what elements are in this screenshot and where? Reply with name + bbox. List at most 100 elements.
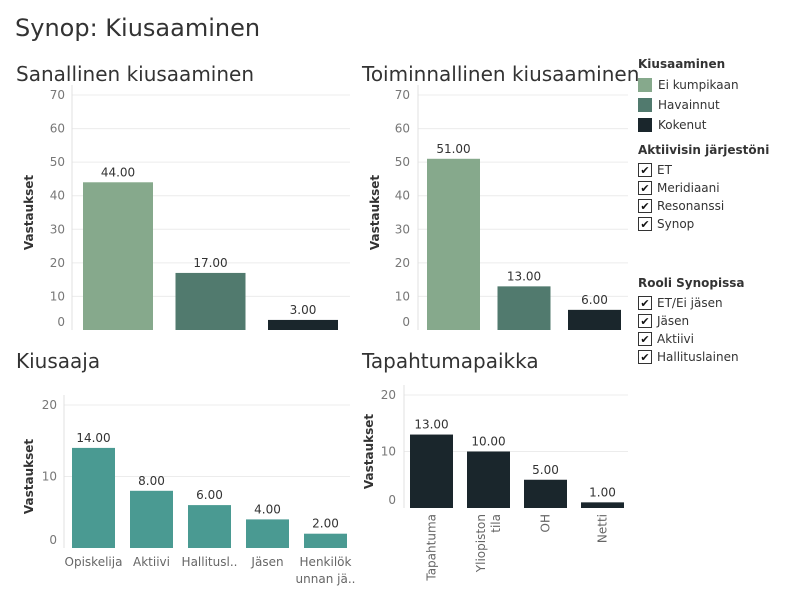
x-tick-label: Jäsen bbox=[250, 555, 283, 569]
legend-item-kokenut[interactable]: Kokenut bbox=[638, 115, 739, 135]
data-label: 13.00 bbox=[414, 418, 448, 432]
legend-title: Kiusaaminen bbox=[638, 57, 726, 71]
bar-4 bbox=[581, 502, 624, 508]
data-label: 8.00 bbox=[138, 474, 165, 488]
filter-option-label: Aktiivi bbox=[657, 332, 694, 346]
filter-option-jasen[interactable]: ✔ Jäsen bbox=[638, 312, 744, 330]
filter-option-et-ei-jasen[interactable]: ✔ ET/Ei jäsen bbox=[638, 294, 744, 312]
legend-item-ei-kumpikaan[interactable]: Ei kumpikaan bbox=[638, 75, 739, 95]
y-tick-label: 40 bbox=[50, 189, 65, 203]
y-tick-label: 10 bbox=[42, 470, 57, 484]
y-tick-label: 70 bbox=[50, 88, 65, 102]
y-axis-label: Vastaukset bbox=[362, 414, 376, 490]
chart-title-tapahtumapaikka: Tapahtumapaikka bbox=[362, 349, 539, 373]
y-tick-label: 10 bbox=[50, 289, 65, 303]
checkbox-checked-icon[interactable]: ✔ bbox=[638, 296, 652, 310]
filter-title: Aktiivisin järjestöni bbox=[638, 143, 770, 157]
data-label: 5.00 bbox=[532, 463, 559, 477]
y-tick-label: 0 bbox=[57, 315, 65, 329]
filter-title: Rooli Synopissa bbox=[638, 276, 745, 290]
x-tick-label: Netti bbox=[596, 514, 610, 543]
data-label: 3.00 bbox=[290, 303, 317, 317]
y-tick-label: 10 bbox=[395, 289, 410, 303]
x-tick-label: Tapahtuma bbox=[425, 514, 439, 582]
y-tick-label: 20 bbox=[381, 388, 396, 402]
filter-option-hallituslainen[interactable]: ✔ Hallituslainen bbox=[638, 348, 744, 366]
filter-rooli-synopissa: Rooli Synopissa ✔ ET/Ei jäsen ✔ Jäsen ✔ … bbox=[638, 276, 744, 366]
legend-swatch bbox=[638, 78, 652, 92]
x-tick-label: unnan jä.. bbox=[296, 572, 356, 586]
legend-swatch bbox=[638, 118, 652, 132]
legend-label: Havainnut bbox=[658, 98, 720, 112]
checkbox-checked-icon[interactable]: ✔ bbox=[638, 350, 652, 364]
filter-option-meridiaani[interactable]: ✔ Meridiaani bbox=[638, 179, 769, 197]
x-tick-label: Henkilök bbox=[300, 555, 352, 569]
y-axis-label: Vastaukset bbox=[22, 175, 36, 251]
y-tick-label: 30 bbox=[50, 222, 65, 236]
chart-title-toiminnallinen: Toiminnallinen kiusaaminen bbox=[362, 62, 640, 86]
filter-option-label: Meridiaani bbox=[657, 181, 720, 195]
y-tick-label: 20 bbox=[42, 398, 57, 412]
filter-option-label: Resonanssi bbox=[657, 199, 725, 213]
filter-option-aktiivi[interactable]: ✔ Aktiivi bbox=[638, 330, 744, 348]
y-tick-label: 50 bbox=[50, 155, 65, 169]
y-tick-label: 40 bbox=[395, 189, 410, 203]
bar-2 bbox=[175, 272, 246, 330]
y-tick-label: 0 bbox=[402, 315, 410, 329]
filter-aktiivisin-jarjestoni: Aktiivisin järjestöni ✔ ET ✔ Meridiaani … bbox=[638, 143, 769, 233]
bar-2 bbox=[497, 286, 551, 330]
x-tick-label: OH bbox=[539, 514, 553, 532]
x-tick-label: Aktiivi bbox=[133, 555, 170, 569]
x-tick-label: Hallitusl.. bbox=[182, 555, 238, 569]
bar-3 bbox=[568, 309, 621, 330]
legend-item-havainnut[interactable]: Havainnut bbox=[638, 95, 739, 115]
checkbox-checked-icon[interactable]: ✔ bbox=[638, 199, 652, 213]
chart-title-kiusaaja: Kiusaaja bbox=[16, 349, 101, 373]
checkbox-checked-icon[interactable]: ✔ bbox=[638, 332, 652, 346]
filter-option-label: ET/Ei jäsen bbox=[657, 296, 723, 310]
y-tick-label: 70 bbox=[395, 88, 410, 102]
data-label: 4.00 bbox=[254, 502, 281, 516]
y-tick-label: 30 bbox=[395, 222, 410, 236]
filter-option-label: Jäsen bbox=[657, 314, 690, 328]
bar-5 bbox=[304, 533, 347, 548]
y-axis-label: Vastaukset bbox=[22, 439, 36, 515]
data-label: 10.00 bbox=[471, 435, 505, 449]
filter-option-resonanssi[interactable]: ✔ Resonanssi bbox=[638, 197, 769, 215]
data-label: 6.00 bbox=[581, 293, 608, 307]
y-tick-label: 20 bbox=[395, 256, 410, 270]
bar-3 bbox=[524, 479, 567, 508]
y-tick-label: 50 bbox=[395, 155, 410, 169]
data-label: 17.00 bbox=[193, 256, 227, 270]
checkbox-checked-icon[interactable]: ✔ bbox=[638, 217, 652, 231]
y-axis-label: Vastaukset bbox=[368, 175, 382, 251]
bar-1 bbox=[410, 434, 453, 508]
bar-1 bbox=[427, 158, 480, 330]
filter-option-label: ET bbox=[657, 163, 672, 177]
y-tick-label: 60 bbox=[395, 122, 410, 136]
data-label: 1.00 bbox=[589, 485, 616, 499]
filter-option-label: Hallituslainen bbox=[657, 350, 739, 364]
filter-option-synop[interactable]: ✔ Synop bbox=[638, 215, 769, 233]
bar-2 bbox=[130, 490, 173, 548]
y-tick-label: 10 bbox=[381, 445, 396, 459]
data-label: 51.00 bbox=[436, 142, 470, 156]
checkbox-checked-icon[interactable]: ✔ bbox=[638, 163, 652, 177]
checkbox-checked-icon[interactable]: ✔ bbox=[638, 314, 652, 328]
data-label: 13.00 bbox=[507, 269, 541, 283]
x-tick-label: Opiskelija bbox=[65, 555, 123, 569]
y-tick-label: 20 bbox=[50, 256, 65, 270]
x-tick-label: tila bbox=[489, 514, 503, 533]
bar-1 bbox=[83, 182, 153, 330]
checkbox-checked-icon[interactable]: ✔ bbox=[638, 181, 652, 195]
page-title: Synop: Kiusaaminen bbox=[15, 14, 261, 42]
y-tick-label: 0 bbox=[388, 493, 396, 507]
bar-1 bbox=[72, 447, 115, 548]
y-tick-label: 60 bbox=[50, 122, 65, 136]
filter-option-et[interactable]: ✔ ET bbox=[638, 161, 769, 179]
bar-2 bbox=[467, 451, 510, 508]
y-tick-label: 0 bbox=[49, 533, 57, 547]
